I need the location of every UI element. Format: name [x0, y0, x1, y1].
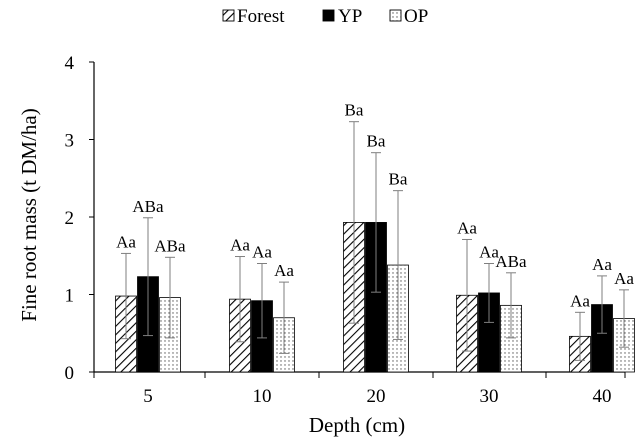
- significance-label: Aa: [614, 269, 634, 288]
- y-axis-title: Fine root mass (t DM/ha): [17, 108, 41, 321]
- significance-label: Aa: [274, 261, 294, 280]
- x-tick-label: 20: [367, 386, 386, 407]
- significance-label: Aa: [479, 243, 499, 262]
- x-tick-label: 5: [143, 386, 153, 407]
- legend-label-forest: Forest: [237, 6, 285, 27]
- x-tick-label: 30: [480, 386, 499, 407]
- x-axis-title: Depth (cm): [309, 413, 405, 437]
- significance-label: Ba: [345, 101, 364, 120]
- significance-label: Aa: [457, 218, 477, 237]
- y-tick-label: 4: [65, 53, 75, 74]
- significance-label: ABa: [154, 236, 186, 255]
- legend-swatch-forest: [222, 9, 235, 22]
- y-tick-label: 3: [65, 131, 75, 152]
- significance-label: Ba: [367, 132, 386, 151]
- significance-label: Aa: [230, 236, 250, 255]
- y-tick-label: 2: [65, 208, 75, 229]
- significance-label: Aa: [252, 243, 272, 262]
- legend-swatch-op: [389, 9, 402, 22]
- error-bars-group: [121, 121, 629, 361]
- bars-group: [115, 222, 635, 373]
- significance-label: Aa: [592, 255, 612, 274]
- significance-label: Aa: [570, 291, 590, 310]
- significance-label: ABa: [132, 197, 164, 216]
- significance-label: Ba: [389, 170, 408, 189]
- y-axis: 0 1 2 3 4: [65, 53, 95, 384]
- y-tick-label: 0: [65, 363, 75, 384]
- legend-swatch-yp: [322, 9, 335, 22]
- y-tick-label: 1: [65, 286, 75, 307]
- x-tick-label: 10: [253, 386, 272, 407]
- legend-label-op: OP: [404, 6, 428, 27]
- significance-label: Aa: [116, 232, 136, 251]
- x-axis: 5 10 20 30 40: [93, 371, 626, 407]
- x-tick-label: 40: [593, 386, 612, 407]
- legend-label-yp: YP: [338, 6, 362, 27]
- significance-label: ABa: [495, 252, 527, 271]
- legend: Forest YP OP: [222, 6, 428, 27]
